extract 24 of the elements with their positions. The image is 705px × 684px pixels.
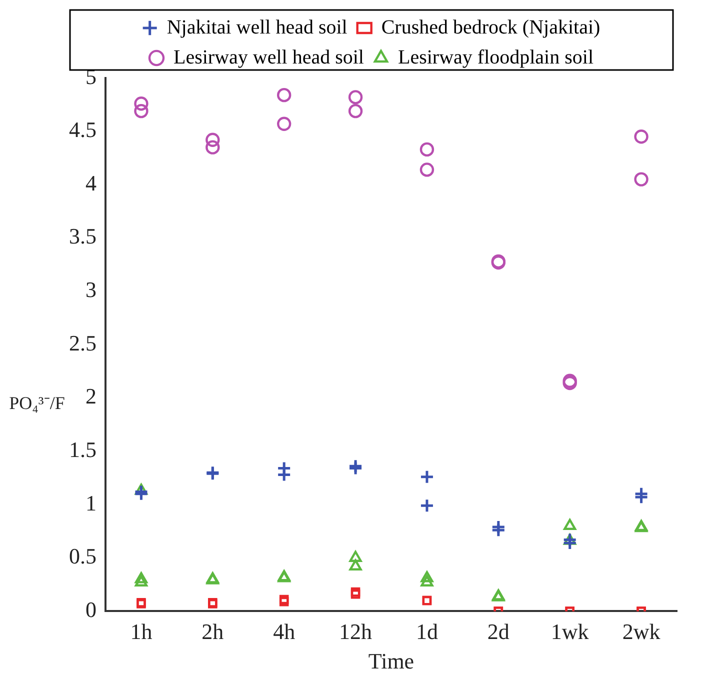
x-tick-label: 1h — [130, 619, 152, 644]
x-tick-label: 2d — [487, 619, 510, 644]
legend-label: Lesirway well head soil — [173, 46, 364, 68]
legend-label: Crushed bedrock (Njakitai) — [381, 16, 600, 38]
y-tick-label: 4 — [86, 170, 96, 196]
y-axis-title: PO₄³⁻/F — [9, 392, 65, 414]
x-tick-label: 2h — [202, 619, 224, 644]
x-tick-label: 1wk — [550, 619, 589, 644]
x-axis-title: Time — [368, 648, 414, 674]
x-tick-label: 4h — [273, 619, 296, 644]
y-tick-label: 3.5 — [69, 224, 96, 249]
y-tick-label: 0 — [86, 596, 96, 622]
x-tick-label: 2wk — [622, 619, 660, 644]
y-tick-label: 1 — [86, 490, 96, 516]
y-tick-label: 2 — [86, 384, 96, 409]
legend-label: Lesirway floodplain soil — [398, 46, 594, 68]
y-tick-label: 0.5 — [69, 544, 96, 569]
y-tick-label: 1.5 — [69, 437, 96, 462]
y-tick-label: 2.5 — [69, 330, 96, 356]
legend-label: Njakitai well head soil — [166, 16, 348, 38]
y-tick-label: 3 — [86, 277, 96, 302]
x-tick-label: 12h — [339, 619, 372, 644]
x-tick-label: 1d — [416, 619, 438, 644]
y-tick-label: 4.5 — [69, 117, 96, 142]
